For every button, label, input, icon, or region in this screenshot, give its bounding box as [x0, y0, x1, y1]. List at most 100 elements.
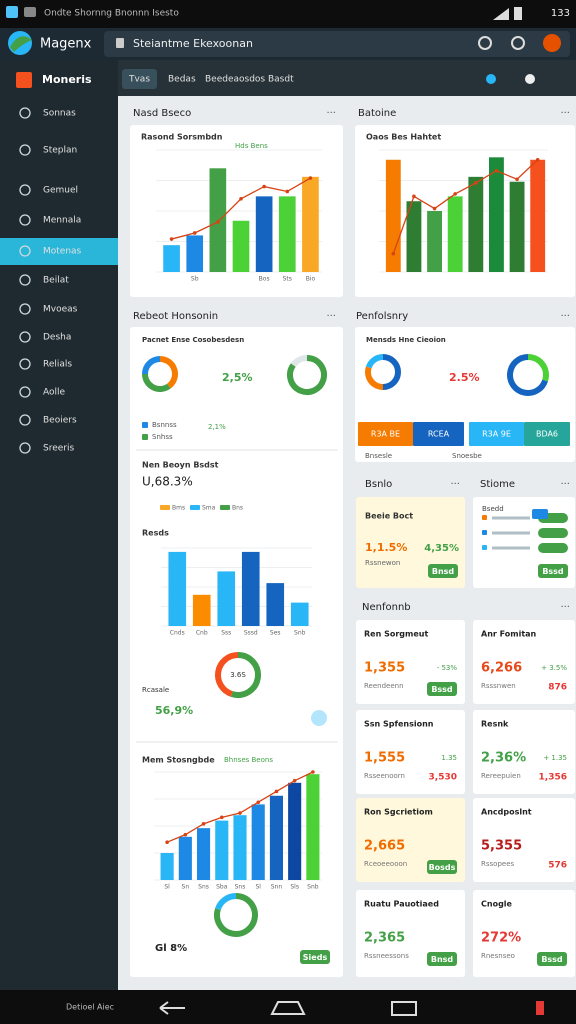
button-label[interactable]: R3A 9E — [482, 430, 511, 439]
menu-item[interactable]: Desha — [43, 333, 71, 343]
back-button[interactable] — [159, 1001, 185, 1015]
menu-item[interactable]: Steplan — [43, 146, 77, 156]
label: Beeie Boct — [365, 512, 413, 521]
bar — [468, 176, 484, 272]
trend-line — [392, 159, 539, 254]
segment-button[interactable] — [358, 422, 413, 446]
menu-icon — [19, 107, 31, 119]
menu-item[interactable]: Motenas — [43, 247, 82, 257]
button[interactable] — [427, 682, 457, 696]
toggle[interactable] — [538, 543, 568, 553]
menu-item[interactable]: Sonnas — [43, 109, 76, 119]
x-tick-label: Sns — [235, 884, 246, 891]
menu-item[interactable]: Mvoeas — [43, 305, 78, 315]
legend-swatch — [160, 505, 170, 510]
button-label[interactable]: BDA6 — [536, 430, 558, 439]
x-tick-label: Sns — [198, 884, 209, 891]
x-tick-label: Sb — [191, 276, 199, 283]
kpi-title: Anr Fomitan — [481, 630, 537, 639]
menu-icon — [19, 184, 31, 196]
trend-point — [256, 800, 261, 805]
bar — [217, 571, 236, 626]
metric: U,68.3% — [142, 475, 193, 489]
trend-point — [216, 220, 220, 224]
recent-button[interactable] — [391, 1001, 417, 1016]
toolbar-icon[interactable] — [486, 74, 496, 84]
x-tick-label: Cnds — [170, 630, 185, 637]
button[interactable] — [538, 564, 568, 578]
reload-button[interactable] — [478, 36, 492, 50]
x-tick-label: Sl — [255, 884, 261, 891]
bar — [163, 245, 180, 272]
button-label[interactable]: Bosds — [429, 863, 456, 872]
help-button[interactable] — [311, 710, 327, 726]
tab[interactable]: Tvas — [128, 75, 150, 85]
avatar[interactable] — [543, 34, 561, 52]
legend-swatch — [190, 505, 200, 510]
legend: Bhnses Beons — [224, 756, 273, 764]
button-label[interactable]: Bnsd — [431, 955, 454, 964]
segment-button[interactable] — [469, 422, 524, 446]
menu-icon — [19, 245, 31, 257]
menu-item[interactable]: Sreeris — [43, 444, 74, 454]
kpi-title: Cnogle — [481, 900, 513, 909]
kpi-title: Ruatu Pauotiaed — [364, 900, 439, 909]
trend-point — [169, 237, 174, 241]
donut-segment — [214, 893, 258, 937]
menu-item[interactable]: Beoiers — [43, 416, 77, 426]
kpi-change: - 53% — [437, 664, 458, 672]
button-label[interactable]: R3A BE — [371, 430, 400, 439]
button[interactable] — [428, 564, 458, 578]
x-tick-label: Bio — [306, 276, 316, 283]
home-button[interactable] — [270, 1001, 306, 1015]
kpi-side-value: 876 — [548, 683, 567, 693]
button-label[interactable]: Bnsd — [432, 567, 455, 576]
button-label[interactable]: Bssd — [431, 685, 453, 694]
button[interactable] — [427, 952, 457, 966]
kpi-subtitle: Rnesnseo — [481, 952, 515, 960]
kpi-card — [473, 620, 575, 704]
segment-button[interactable] — [524, 422, 570, 446]
button-label[interactable]: Bssd — [541, 955, 563, 964]
donut-segment — [215, 893, 237, 911]
menu-icon — [19, 144, 31, 156]
settings-button[interactable] — [511, 36, 525, 50]
donut-segment — [159, 356, 178, 389]
segment-button[interactable] — [413, 422, 464, 446]
button-label[interactable]: Bssd — [542, 567, 564, 576]
menu-item[interactable]: Gemuel — [43, 186, 78, 196]
trend-point — [274, 789, 279, 794]
button-label[interactable]: Sieds — [303, 953, 328, 962]
toolbar-icon[interactable] — [525, 74, 535, 84]
nav-icon — [536, 1001, 544, 1015]
chart-title: Rasond Sorsmbdn — [141, 133, 223, 142]
button[interactable] — [537, 952, 567, 966]
menu-item[interactable]: Relials — [43, 360, 72, 370]
tab[interactable]: Beedeaosdos Basdt — [205, 75, 294, 85]
tab[interactable]: Bedas — [168, 75, 196, 85]
nav-label: Detioel Aiec — [66, 1003, 114, 1012]
menu-item[interactable]: Beilat — [43, 276, 69, 286]
bar — [192, 594, 211, 626]
button[interactable] — [300, 950, 330, 964]
button[interactable] — [427, 860, 457, 874]
kpi-value: 2,365 — [364, 931, 405, 946]
metric: 1,1.5% — [365, 541, 407, 554]
x-tick-label: Cnb — [196, 630, 208, 637]
bar — [241, 551, 260, 626]
trend-point — [308, 176, 313, 180]
menu-item[interactable]: Mennala — [43, 216, 81, 226]
menu-item[interactable]: Aolle — [43, 388, 66, 398]
trend-point — [391, 251, 396, 256]
button-label[interactable]: RCEA — [428, 430, 450, 439]
status-icon — [24, 7, 36, 17]
more-menu: ··· — [450, 479, 460, 490]
menu-icon — [19, 442, 31, 454]
toggle[interactable] — [538, 528, 568, 538]
address-bar[interactable] — [104, 31, 570, 57]
status-bar — [0, 0, 576, 28]
bar — [160, 853, 174, 880]
trend-point — [239, 197, 243, 201]
